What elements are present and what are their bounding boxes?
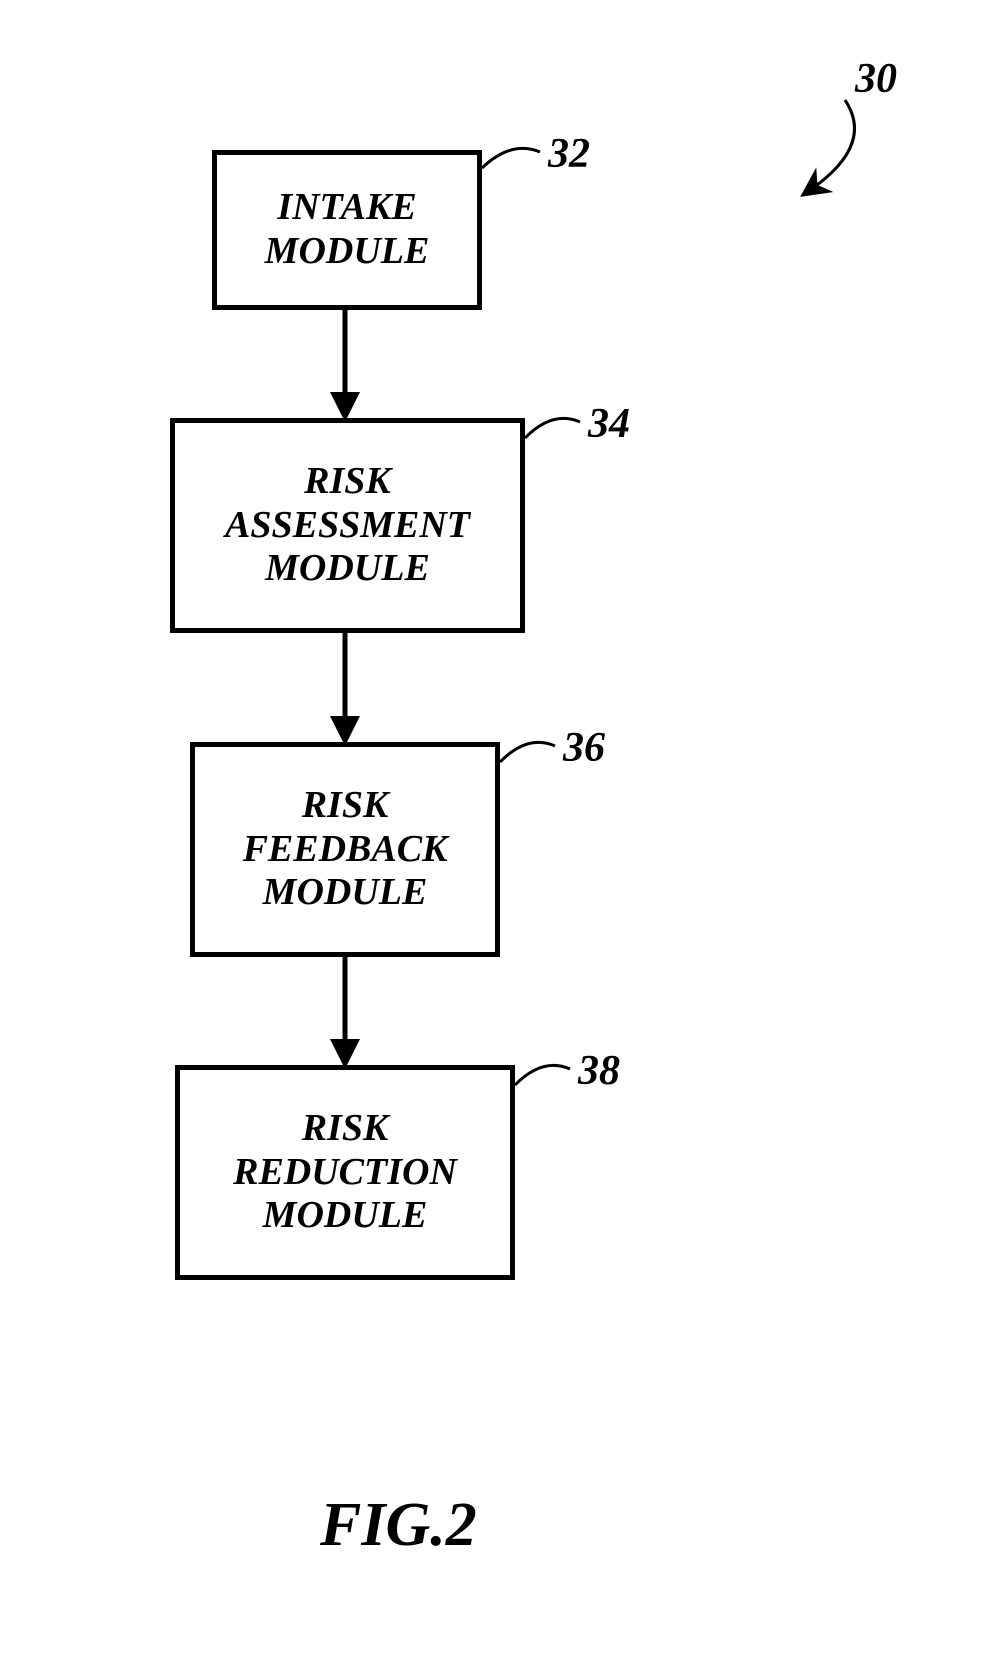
flow-arrows <box>0 0 992 1680</box>
figure-caption: FIG.2 <box>320 1490 477 1561</box>
figure-canvas: 30 INTAKE MODULE 32 RISK ASSESSMENT MODU… <box>0 0 992 1680</box>
